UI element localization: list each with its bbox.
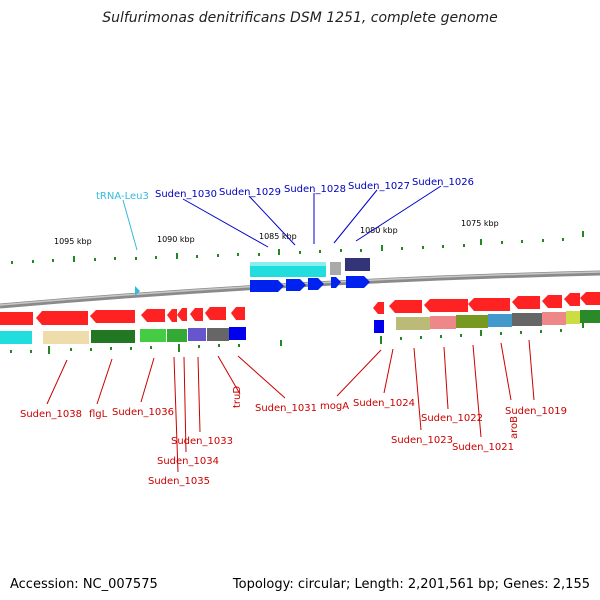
- label-suden-1027: Suden_1027: [348, 181, 410, 192]
- gene-arrow-1027: [331, 277, 341, 288]
- scale-label-1080: 1080 kbp: [360, 226, 398, 235]
- gene-arrow-1023: [424, 299, 468, 312]
- label-flgl: flgL: [89, 409, 108, 420]
- bar-flgL: [43, 331, 89, 344]
- label-suden-1028: Suden_1028: [284, 184, 346, 195]
- label-suden-1021: Suden_1021: [452, 442, 514, 453]
- label-suden-1034: Suden_1034: [157, 456, 219, 467]
- bar-edge-a: [566, 311, 580, 324]
- gene-arrow-truD: [205, 307, 226, 320]
- gene-arrow-1034: [177, 308, 187, 321]
- trna-marker: [135, 286, 140, 296]
- label-suden-1036: Suden_1036: [112, 407, 174, 418]
- gene-arrow-1022: [468, 298, 510, 311]
- scale-label-1085: 1085 kbp: [259, 232, 297, 241]
- gene-arrow-mogA: [373, 302, 384, 314]
- label-suden-1030: Suden_1030: [155, 189, 217, 200]
- left-forward-track: [0, 307, 246, 344]
- bar-1024: [396, 317, 430, 330]
- scale-label-1075: 1075 kbp: [461, 219, 499, 228]
- label-suden-1031: Suden_1031: [255, 403, 317, 414]
- gene-arrow-1029: [286, 279, 306, 291]
- gene-bar-grey: [330, 262, 341, 275]
- topology-footer: Topology: circular; Length: 2,201,561 bp…: [232, 577, 590, 592]
- bar-1035: [167, 329, 187, 342]
- gene-arrow-1019: [564, 293, 580, 306]
- bar-mogA: [374, 320, 384, 333]
- bar-1036a: [91, 330, 135, 343]
- gene-arrow-1026: [346, 276, 370, 288]
- gene-arrow-1030: [250, 280, 284, 292]
- label-suden-1024: Suden_1024: [353, 398, 415, 409]
- gene-arrow-aroB: [542, 295, 562, 308]
- top-feature-labels: tRNA-Leu3 Suden_1030 Suden_1029 Suden_10…: [96, 177, 474, 251]
- label-suden-1035: Suden_1035: [148, 476, 210, 487]
- bar-1022: [456, 315, 488, 328]
- gene-arrow-1021: [512, 296, 540, 309]
- gene-arrow-1036b: [141, 309, 165, 322]
- upper-gene-track: [250, 258, 370, 292]
- gene-arrow-1024: [389, 300, 422, 313]
- label-suden-1029: Suden_1029: [219, 187, 281, 198]
- scale-track-upper: [11, 231, 584, 264]
- genome-title: Sulfurimonas denitrificans DSM 1251, com…: [102, 10, 498, 26]
- bar-1031: [229, 327, 246, 340]
- label-suden-1026: Suden_1026: [412, 177, 474, 188]
- gene-bar-1030-cyan: [250, 264, 326, 277]
- bar-edge-b: [580, 310, 600, 323]
- gene-bar-1030-cyan-2: [250, 262, 326, 266]
- gene-arrow-flgL: [36, 311, 88, 325]
- right-forward-track: [373, 292, 600, 333]
- gene-arrow-1028: [308, 278, 324, 290]
- bar-truD: [207, 328, 229, 341]
- label-suden-1022: Suden_1022: [421, 413, 483, 424]
- gene-arrow-1038: [0, 312, 33, 325]
- label-moga: mogA: [320, 401, 349, 412]
- accession-footer: Accession: NC_007575: [10, 577, 158, 592]
- gene-arrow-1033: [190, 308, 203, 321]
- label-arob: aroB: [509, 416, 520, 439]
- bottom-feature-labels: Suden_1038 flgL Suden_1036 Suden_1035 Su…: [20, 339, 567, 487]
- label-suden-1033: Suden_1033: [171, 436, 233, 447]
- bar-1038: [0, 331, 32, 344]
- bar-1036b: [140, 329, 166, 342]
- bar-1019: [542, 312, 566, 325]
- scale-label-1090: 1090 kbp: [157, 235, 195, 244]
- bar-1021: [488, 314, 512, 327]
- label-suden-1038: Suden_1038: [20, 409, 82, 420]
- bar-1033: [188, 328, 206, 341]
- gene-bar-navy: [345, 258, 370, 271]
- gene-arrow-1036: [90, 310, 135, 323]
- scale-track-lower: [10, 322, 584, 354]
- label-trud: truD: [232, 386, 243, 408]
- bar-aroB: [512, 313, 542, 326]
- label-suden-1023: Suden_1023: [391, 435, 453, 446]
- bar-1023: [430, 316, 456, 329]
- label-trna-leu3: tRNA-Leu3: [96, 191, 149, 202]
- gene-arrow-edge: [580, 292, 600, 305]
- gene-arrow-1035: [167, 309, 177, 322]
- gene-arrow-1031: [231, 307, 245, 320]
- label-suden-1019: Suden_1019: [505, 406, 567, 417]
- scale-label-1095: 1095 kbp: [54, 237, 92, 246]
